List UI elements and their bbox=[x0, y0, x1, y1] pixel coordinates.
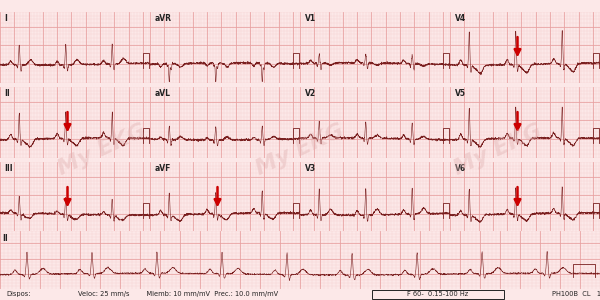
Text: V2: V2 bbox=[305, 89, 316, 98]
Text: My EKG: My EKG bbox=[55, 121, 149, 179]
Text: V4: V4 bbox=[455, 14, 466, 23]
Text: PH100B  CL   1: PH100B CL 1 bbox=[552, 291, 600, 297]
Text: F 60-  0.15-100 Hz: F 60- 0.15-100 Hz bbox=[407, 291, 469, 297]
Text: Dispos:: Dispos: bbox=[6, 291, 31, 297]
Text: My EKG: My EKG bbox=[253, 121, 347, 179]
Text: II: II bbox=[2, 234, 8, 243]
Text: My EKG: My EKG bbox=[451, 121, 545, 179]
Text: aVF: aVF bbox=[155, 164, 171, 173]
Text: V3: V3 bbox=[305, 164, 316, 173]
Text: II: II bbox=[5, 89, 10, 98]
Text: III: III bbox=[5, 164, 13, 173]
Text: V5: V5 bbox=[455, 89, 466, 98]
Text: V1: V1 bbox=[305, 14, 316, 23]
Text: aVR: aVR bbox=[155, 14, 172, 23]
Text: V6: V6 bbox=[455, 164, 466, 173]
Text: I: I bbox=[5, 14, 7, 23]
Text: aVL: aVL bbox=[155, 89, 170, 98]
Text: Veloc: 25 mm/s        Miemb: 10 mm/mV  Prec.: 10.0 mm/mV: Veloc: 25 mm/s Miemb: 10 mm/mV Prec.: 10… bbox=[78, 291, 278, 297]
